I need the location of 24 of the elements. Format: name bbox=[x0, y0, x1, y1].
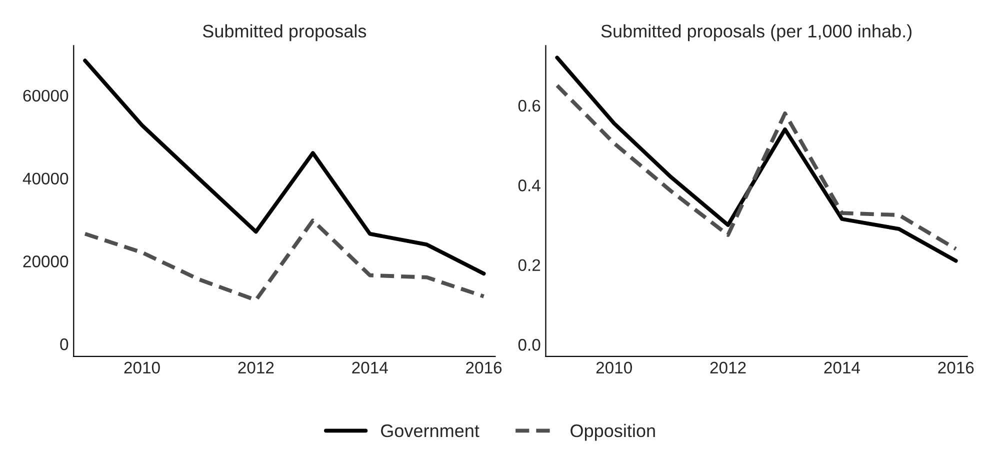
legend-label: Government bbox=[381, 424, 480, 438]
y-tick-label: 0.0 bbox=[518, 338, 540, 351]
x-tick-label: 2012 bbox=[238, 362, 274, 374]
line-series bbox=[83, 218, 486, 302]
y-tick-label: 0.2 bbox=[518, 259, 540, 272]
line-series bbox=[555, 84, 958, 251]
x-tick-label: 2010 bbox=[596, 362, 632, 374]
y-tick-label: 60000 bbox=[23, 90, 68, 102]
chart-title: Submitted proposals bbox=[202, 24, 366, 42]
x-tick-label: 2014 bbox=[824, 362, 860, 374]
y-tick-label: 20000 bbox=[23, 256, 68, 268]
x-tick-label: 2014 bbox=[352, 362, 388, 374]
x-tick-label: 2016 bbox=[466, 362, 502, 374]
chart-title: Submitted proposals (per 1,000 inhab.) bbox=[601, 24, 912, 42]
x-tick-label: 2010 bbox=[124, 362, 160, 374]
x-tick-label: 2016 bbox=[938, 362, 974, 374]
line-series bbox=[555, 56, 958, 263]
y-tick-label: 0.4 bbox=[518, 180, 540, 192]
y-tick-label: 0.6 bbox=[518, 100, 540, 112]
y-tick-label: 40000 bbox=[22, 172, 68, 184]
line-series bbox=[83, 58, 486, 276]
legend-label: Opposition bbox=[570, 424, 655, 441]
y-tick-label: 0 bbox=[60, 338, 68, 350]
x-tick-label: 2012 bbox=[710, 362, 746, 374]
